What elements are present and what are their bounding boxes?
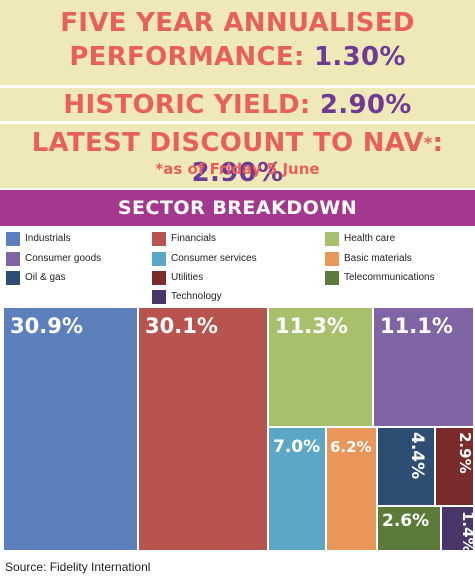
treemap-cell-financials xyxy=(139,308,267,550)
legend-label: Health care xyxy=(344,233,396,244)
data-label-telecommunications: 2.6% xyxy=(382,511,429,531)
treemap-cell-consumer-services xyxy=(269,428,325,550)
legend-label: Telecommunications xyxy=(344,272,435,283)
treemap-cell-health-care xyxy=(269,308,372,426)
legend-swatch xyxy=(6,252,20,266)
legend-label: Financials xyxy=(171,233,217,244)
performance-line: PERFORMANCE: 1.30% xyxy=(0,42,475,72)
legend-swatch xyxy=(152,271,166,285)
legend-swatch xyxy=(6,271,20,285)
legend-label: Consumer goods xyxy=(25,253,102,264)
treemap-cell-oil-and-gas xyxy=(378,428,434,505)
data-label-financials: 30.1% xyxy=(145,314,218,338)
performance-title: FIVE YEAR ANNUALISED xyxy=(60,8,415,38)
legend-label: Technology xyxy=(171,291,222,302)
discount-panel: LATEST DISCOUNT TO NAV*: 2.90% *as of Fr… xyxy=(0,124,475,188)
source-note: Source: Fidelity Internationl xyxy=(5,560,151,574)
discount-label: LATEST DISCOUNT TO NAV xyxy=(31,128,424,158)
data-label-oil-and-gas: 4.4% xyxy=(407,432,427,479)
treemap-cell-telecommunications xyxy=(378,507,440,550)
discount-asterisk: * xyxy=(423,133,433,152)
performance-label: PERFORMANCE: xyxy=(69,42,314,72)
legend-swatch xyxy=(325,252,339,266)
treemap-cell-utilities xyxy=(436,428,473,505)
legend-label: Utilities xyxy=(171,272,204,283)
legend-swatch xyxy=(152,232,166,246)
legend-swatch xyxy=(325,271,339,285)
discount-value: 2.90% xyxy=(191,158,284,188)
data-label-consumer-services: 7.0% xyxy=(273,437,320,457)
treemap-cell-consumer-goods xyxy=(374,308,473,426)
treemap-cell-basic-materials xyxy=(327,428,376,550)
data-label-consumer-goods: 11.1% xyxy=(380,314,453,338)
legend-swatch xyxy=(6,232,20,246)
legend-swatch xyxy=(325,232,339,246)
data-label-industrials: 30.9% xyxy=(10,314,83,338)
treemap-cell-industrials xyxy=(4,308,137,550)
legend-swatch xyxy=(152,290,166,304)
legend-label: Oil & gas xyxy=(25,272,66,283)
data-label-technology: 1.4% xyxy=(459,511,475,550)
discount-colon: : xyxy=(432,128,444,158)
yield-panel: HISTORIC YIELD: 2.90% xyxy=(0,88,475,124)
yield-line: HISTORIC YIELD: 2.90% xyxy=(0,90,475,120)
yield-value: 2.90% xyxy=(319,90,412,120)
legend-label: Basic materials xyxy=(344,253,412,264)
data-label-basic-materials: 6.2% xyxy=(330,438,372,456)
treemap-cell-technology xyxy=(442,507,473,550)
sector-treemap: 30.9% 30.1% 11.3% 11.1% 7.0% 6.2% 4.4% 2.9% 2.6%… xyxy=(4,308,475,550)
yield-label: HISTORIC YIELD: xyxy=(63,90,320,120)
performance-value: 1.30% xyxy=(313,42,406,72)
legend-swatch xyxy=(152,252,166,266)
performance-panel: FIVE YEAR ANNUALISED PERFORMANCE: 1.30% xyxy=(0,0,475,88)
data-label-utilities: 2.9% xyxy=(456,432,474,474)
data-label-health-care: 11.3% xyxy=(275,314,348,338)
legend-label: Consumer services xyxy=(171,253,257,264)
sector-breakdown-title: SECTOR BREAKDOWN xyxy=(0,190,475,226)
legend-label: Industrials xyxy=(25,233,71,244)
discount-footnote: *as of Friday 5 June xyxy=(155,160,320,178)
discount-line: LATEST DISCOUNT TO NAV*: 2.90% xyxy=(0,128,475,188)
